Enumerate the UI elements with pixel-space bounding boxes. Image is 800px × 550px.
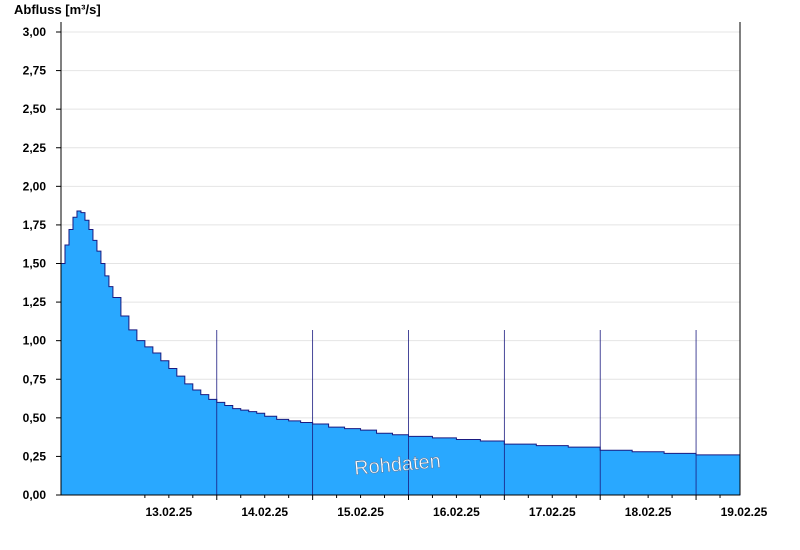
y-tick-label: 0,25 — [23, 449, 47, 463]
y-axis: 0,00 0,25 0,50 0,75 1,00 1,25 1,50 1,75 2,00 2,25… — [23, 25, 61, 502]
y-tick-label: 2,00 — [23, 179, 47, 193]
x-tick-label: 16.02.25 — [433, 505, 480, 519]
x-tick-label: 13.02.25 — [145, 505, 192, 519]
y-tick-label: 1,25 — [23, 295, 47, 309]
y-tick-label: 2,50 — [23, 102, 47, 116]
x-tick-label: 18.02.25 — [625, 505, 672, 519]
y-tick-label: 1,50 — [23, 257, 47, 271]
y-axis-title: Abfluss [m³/s] — [14, 2, 101, 17]
y-tick-label: 0,00 — [23, 488, 47, 502]
y-tick-label: 1,00 — [23, 334, 47, 348]
y-tick-label: 0,75 — [23, 372, 47, 386]
area-layer — [60, 210, 741, 496]
y-tick-label: 1,75 — [23, 218, 47, 232]
x-tick-label: 14.02.25 — [241, 505, 288, 519]
x-tick-label: 17.02.25 — [529, 505, 576, 519]
y-tick-label: 0,50 — [23, 411, 47, 425]
y-tick-label: 3,00 — [23, 25, 47, 39]
x-axis: 13.02.25 14.02.25 15.02.25 16.02.25 17.02.25… — [144, 495, 768, 519]
y-tick-label: 2,75 — [23, 64, 47, 78]
discharge-area — [60, 210, 741, 496]
x-tick-label: 19.02.25 — [721, 505, 768, 519]
y-tick-label: 2,25 — [23, 141, 47, 155]
x-tick-label: 15.02.25 — [337, 505, 384, 519]
